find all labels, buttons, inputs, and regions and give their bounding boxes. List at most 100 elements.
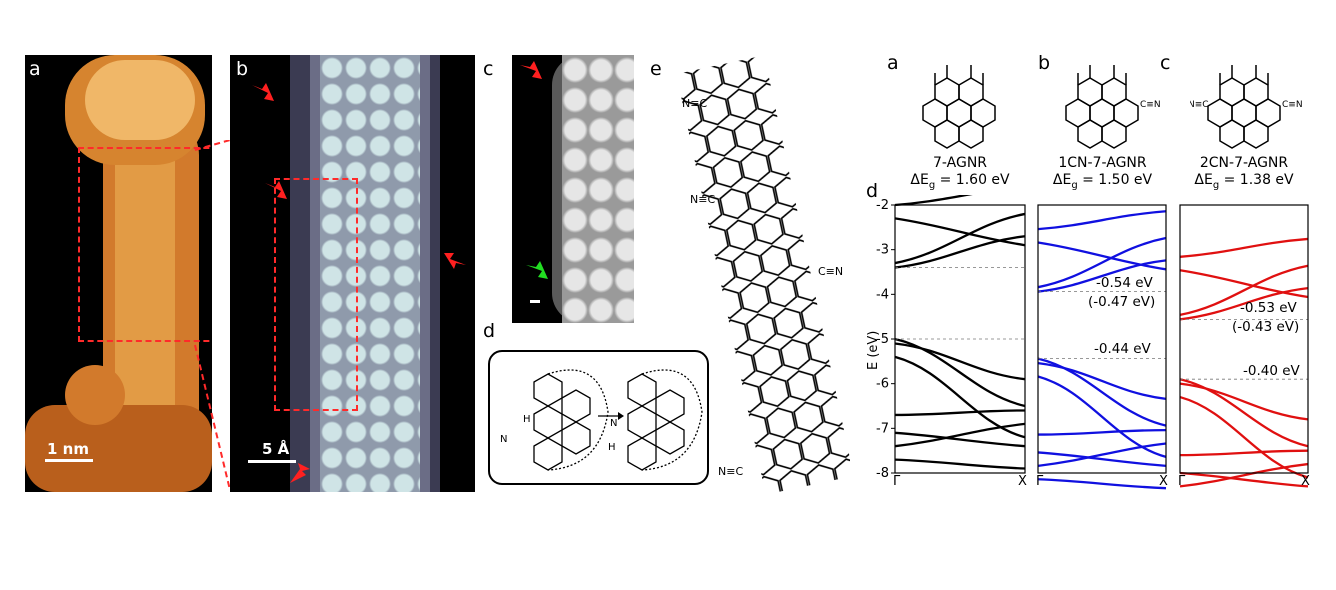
- band-line: [1179, 237, 1309, 258]
- band-line: [1179, 462, 1309, 488]
- defect-arrows-c: [520, 61, 548, 279]
- molecule-2cn-7-agnr: N≡C C≡N: [1190, 65, 1303, 149]
- band-line: [1037, 241, 1167, 271]
- band-line: [1037, 259, 1167, 293]
- band-line: [894, 217, 1026, 247]
- reaction-scheme-drawing: H N N H: [500, 369, 703, 471]
- band-line: [1037, 451, 1167, 467]
- svg-text:N≡C: N≡C: [690, 193, 715, 206]
- y-tick-label: -5: [876, 332, 889, 347]
- x-tick-gamma: Γ: [1178, 474, 1186, 489]
- shift-b-vb: -0.44 eV: [1094, 341, 1151, 357]
- svg-text:N≡C: N≡C: [718, 465, 743, 478]
- x-tick-gamma: Γ: [1036, 474, 1044, 489]
- structure-a-caption: 7-AGNR ΔEg = 1.60 eV: [900, 155, 1020, 194]
- plot-frame: [894, 204, 1026, 474]
- band-line: [1037, 236, 1167, 289]
- panel-b-label: b: [236, 58, 249, 80]
- stm-image-a: [25, 55, 212, 492]
- panel-d-label: d: [483, 320, 496, 342]
- band-line: [1037, 478, 1167, 490]
- band-line: [1037, 375, 1167, 459]
- band-line: [894, 212, 1026, 265]
- band-line: [1179, 449, 1309, 457]
- shift-b-cb-paren: (-0.47 eV): [1088, 294, 1156, 310]
- band-line: [1179, 378, 1309, 448]
- band-line: [894, 355, 1026, 439]
- band-line: [1037, 357, 1167, 427]
- shift-b-cb: -0.54 eV: [1096, 275, 1153, 291]
- y-tick-label: -8: [876, 466, 889, 481]
- y-tick-label: -2: [876, 198, 889, 213]
- x-tick-x: X: [1018, 474, 1027, 489]
- band-line: [1179, 395, 1309, 479]
- plot-frame: [1037, 204, 1167, 474]
- band-line: [894, 458, 1026, 470]
- band-line: [1037, 428, 1167, 436]
- plot-frame: [1179, 204, 1309, 474]
- y-tick-label: -6: [876, 377, 889, 392]
- svg-text:N: N: [610, 418, 617, 429]
- y-tick-label: -3: [876, 243, 889, 258]
- structure-c-gap: ΔEg = 1.38 eV: [1194, 172, 1294, 191]
- y-axis-ticks: -2 -3 -4 -5 -6 -7 -8: [876, 198, 895, 481]
- svg-text:N≡C: N≡C: [1190, 100, 1209, 110]
- structure-c-name: 2CN-7-AGNR: [1199, 155, 1289, 171]
- band-line: [1179, 286, 1309, 321]
- defect-arrows-b: [252, 83, 466, 483]
- x-tick-x: X: [1159, 474, 1168, 489]
- ribbon-structure-e: N≡C N≡C C≡N N≡C: [680, 55, 850, 495]
- band-line: [894, 409, 1026, 417]
- svg-text:C≡N: C≡N: [1140, 100, 1161, 110]
- band-line: [1037, 210, 1167, 231]
- molecule-1cn-7-agnr: C≡N: [1065, 65, 1161, 149]
- structure-b-label: b: [1038, 52, 1051, 74]
- y-tick-label: -4: [876, 287, 889, 302]
- svg-text:N≡C: N≡C: [682, 97, 707, 110]
- svg-text:C≡N: C≡N: [818, 265, 843, 278]
- svg-text:H: H: [523, 414, 531, 425]
- panel-b-scalebar-label: 5 Å: [262, 440, 290, 458]
- zoom-lines: [194, 140, 231, 491]
- bands-panel-label: d: [866, 180, 879, 202]
- panel-a-label: a: [29, 58, 41, 80]
- stm-image-b: [230, 55, 475, 492]
- band-line: [1037, 361, 1167, 400]
- structure-a-label: a: [887, 52, 899, 74]
- band-line: [894, 235, 1026, 269]
- shift-c-cb: -0.53 eV: [1240, 300, 1297, 316]
- band-line: [894, 195, 973, 207]
- shift-c-vb: -0.40 eV: [1243, 363, 1300, 379]
- panel-c-label: c: [483, 58, 494, 80]
- structure-c-caption: 2CN-7-AGNR ΔEg = 1.38 eV: [1180, 155, 1308, 194]
- band-line: [894, 422, 1026, 448]
- structure-b-name: 1CN-7-AGNR: [1058, 155, 1147, 171]
- band-line: [894, 342, 1026, 381]
- reaction-scheme-box: H N N H: [488, 350, 709, 485]
- structure-b-caption: 1CN-7-AGNR ΔEg = 1.50 eV: [1040, 155, 1165, 194]
- structure-a-name: 7-AGNR: [932, 155, 988, 171]
- structure-c-label: c: [1160, 52, 1171, 74]
- svg-text:C≡N: C≡N: [1282, 100, 1303, 110]
- band-line: [894, 431, 1026, 448]
- band-line: [1179, 264, 1309, 317]
- band-line: [1037, 442, 1167, 467]
- band-line: [1179, 269, 1309, 299]
- y-axis-label: E (eV): [866, 331, 881, 370]
- x-tick-x: X: [1301, 474, 1310, 489]
- panel-e-label: e: [650, 58, 662, 80]
- svg-text:N: N: [500, 434, 507, 445]
- y-tick-label: -7: [876, 421, 889, 436]
- band-line: [1179, 382, 1309, 421]
- structure-b-gap: ΔEg = 1.50 eV: [1052, 172, 1153, 191]
- svg-text:H: H: [608, 442, 616, 453]
- band-line: [1179, 471, 1309, 488]
- shift-c-cb-paren: (-0.43 eV): [1232, 319, 1300, 335]
- molecule-7-agnr: [922, 65, 996, 149]
- panel-a-scalebar-label: 1 nm: [47, 440, 89, 458]
- structure-a-gap: ΔEg = 1.60 eV: [910, 172, 1010, 191]
